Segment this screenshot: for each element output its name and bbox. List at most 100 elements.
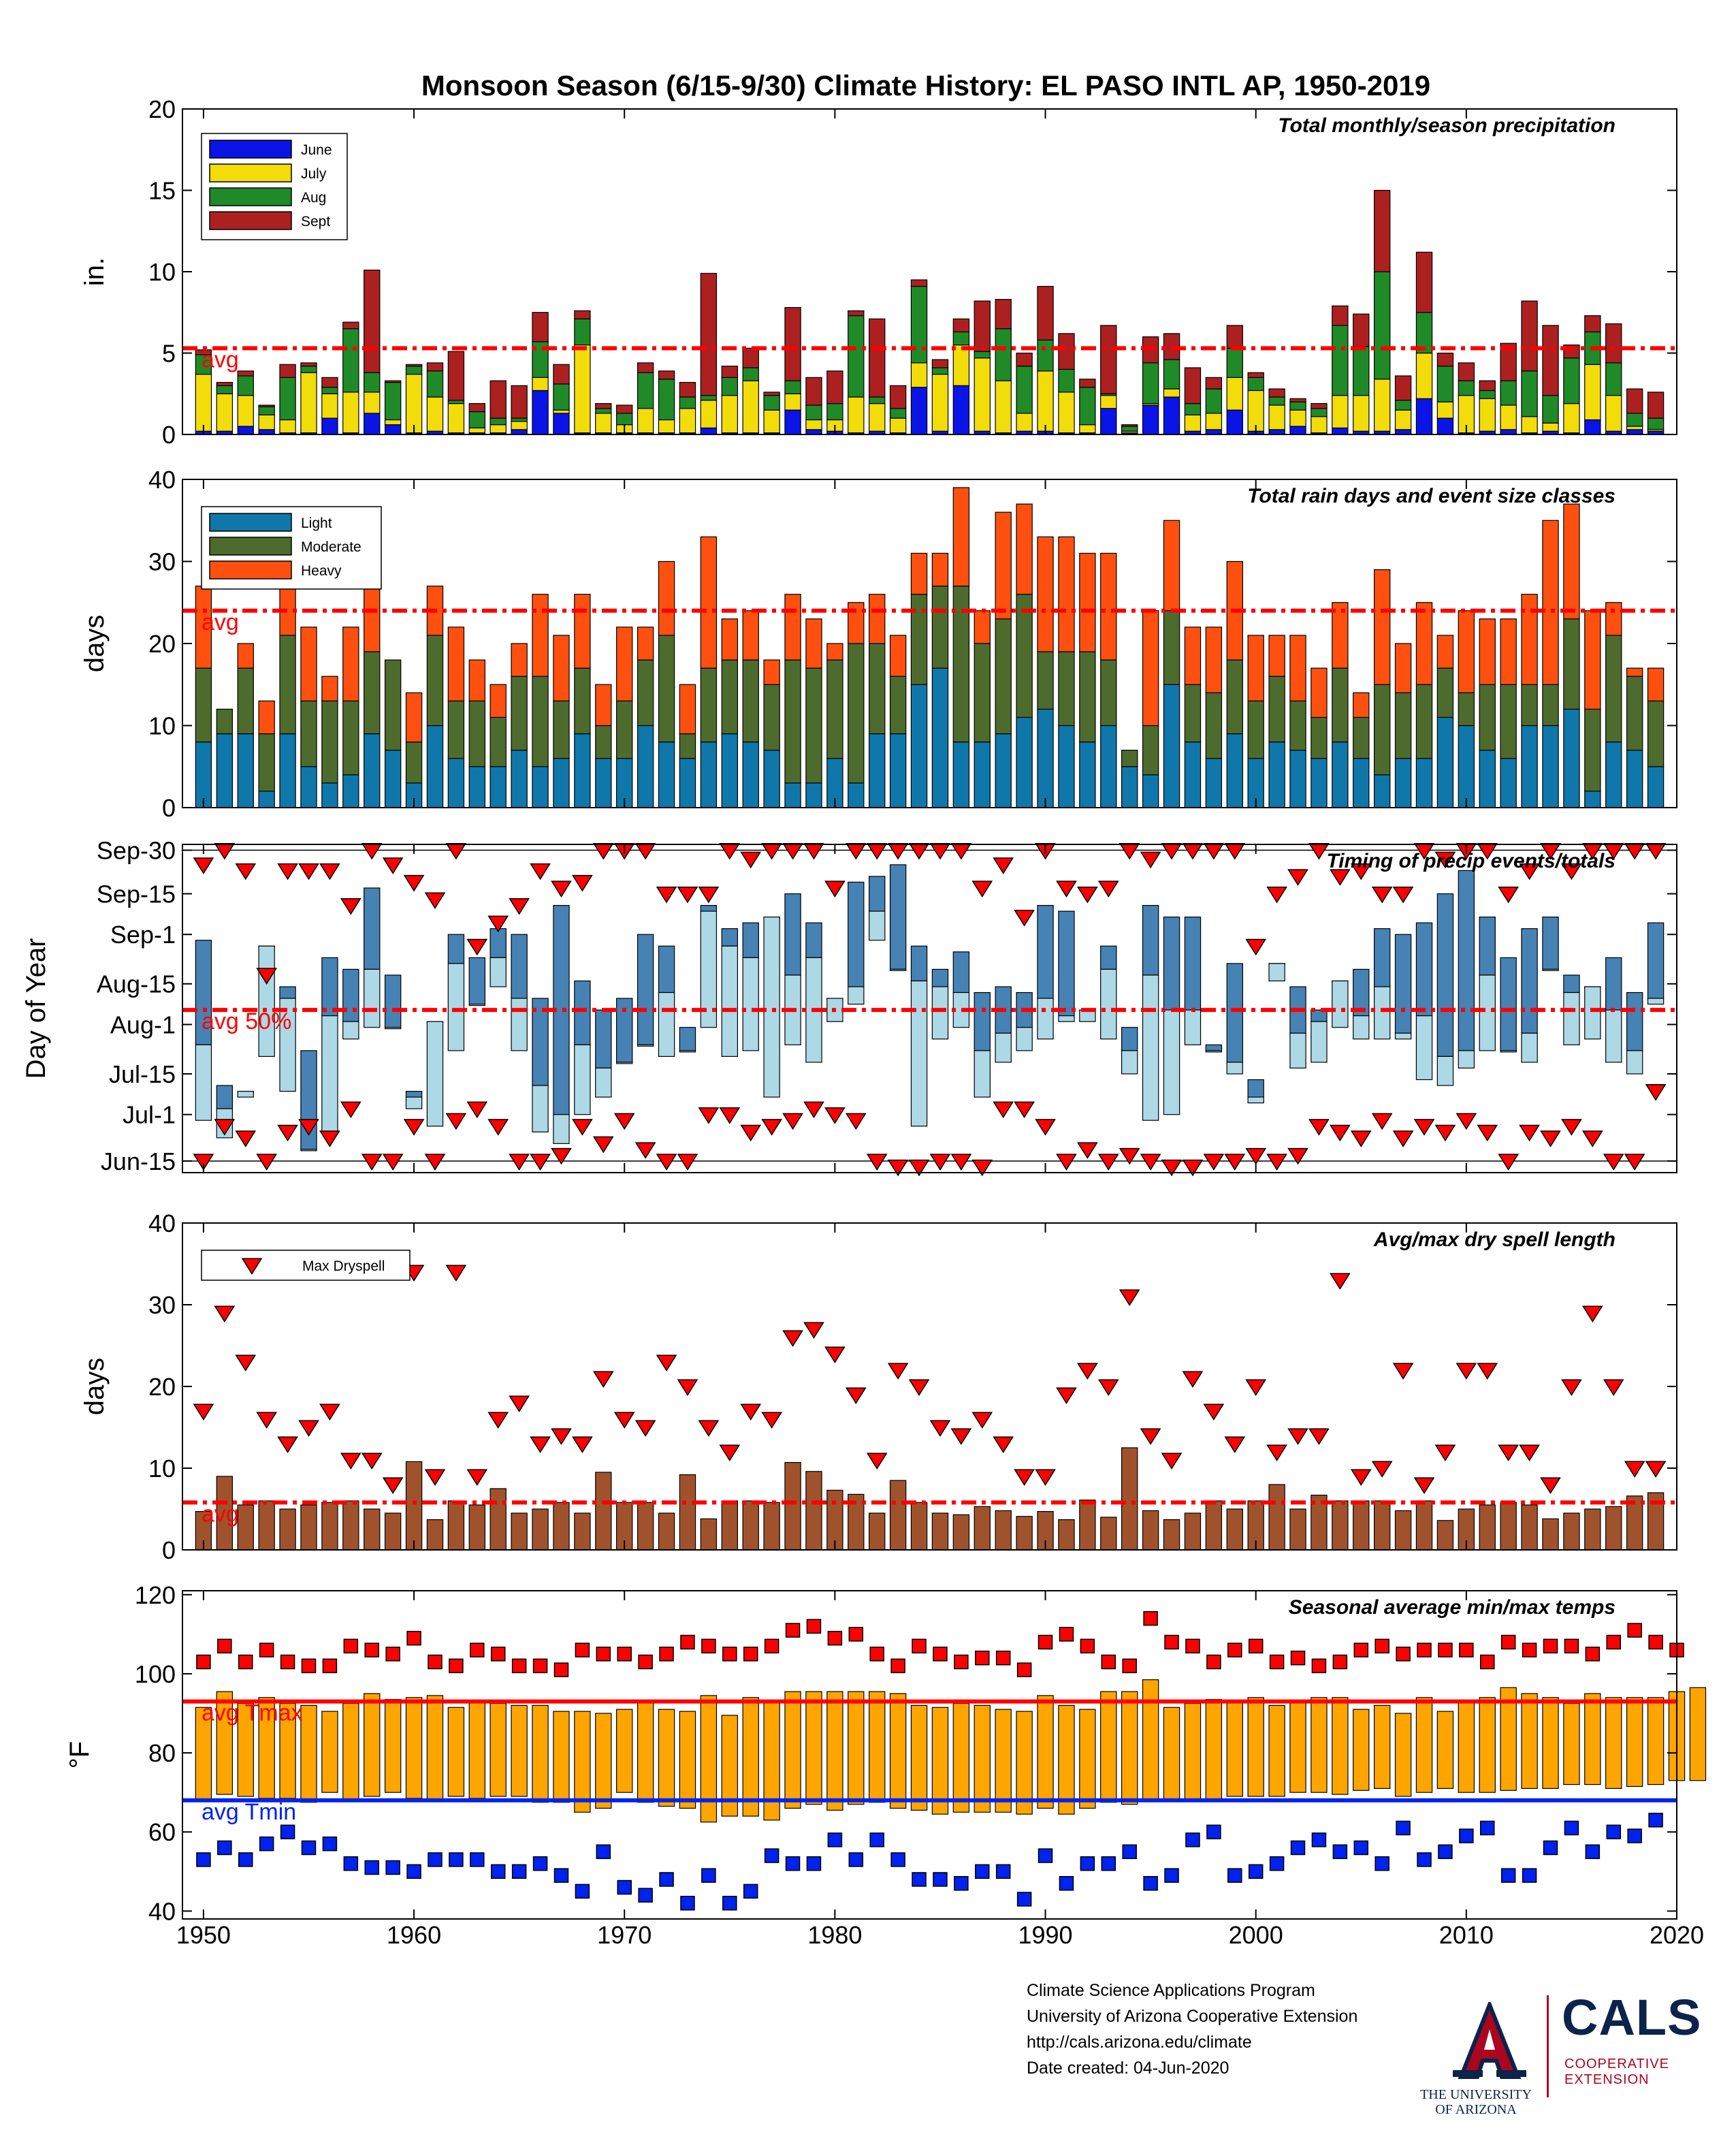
last-event-marker (592, 842, 614, 860)
temp-range-bar (1394, 1713, 1412, 1797)
max-dry-spell-marker (319, 1403, 340, 1421)
bar-moderate (1247, 700, 1264, 759)
extreme-tmin-marker (1648, 1813, 1663, 1828)
temp-range-bar (364, 1693, 381, 1797)
y-tick-label: 10 (148, 258, 176, 286)
y-tick-label: Sep-1 (110, 921, 176, 949)
bar-moderate (1605, 635, 1622, 743)
extreme-tmin-marker (1206, 1824, 1221, 1839)
bar-sept (1289, 398, 1306, 402)
bar-aug (342, 328, 359, 393)
timing-bar-lower (763, 917, 780, 1098)
bar-aug (468, 411, 486, 429)
footer-url[interactable]: http://cals.arizona.edu/climate (1027, 2033, 1252, 2052)
bar-heavy (805, 618, 822, 669)
timing-bar-lower (700, 910, 718, 1028)
bar-june (1163, 396, 1180, 435)
y-tick-label: 5 (162, 340, 176, 368)
y-tick-label: Jul-1 (123, 1101, 176, 1129)
timing-bar-lower (447, 963, 465, 1051)
bar-aug (405, 366, 423, 375)
max-dry-spell-marker (761, 1412, 782, 1429)
timing-bar-upper (1247, 1079, 1264, 1098)
timing-bar-lower (637, 1044, 654, 1047)
timing-bar-upper (1226, 963, 1243, 1063)
bar-light (595, 758, 612, 808)
extreme-tmax-marker (1059, 1627, 1074, 1642)
timing-bar-lower (1100, 968, 1117, 1040)
last-event-marker (1561, 863, 1582, 880)
bar-sept (1100, 325, 1117, 394)
bar-july (637, 408, 654, 434)
bar-moderate (258, 733, 275, 792)
max-dry-spell-marker (1540, 1477, 1561, 1495)
bar-sept (384, 380, 402, 383)
timing-bar-upper (1605, 957, 1622, 1011)
bar-moderate (1332, 667, 1349, 743)
bar-sept (910, 279, 928, 287)
bar-sept (216, 381, 234, 386)
avg-dry-spell-bar (763, 1502, 780, 1551)
temp-range-bar (426, 1695, 444, 1801)
temp-range-bar (342, 1702, 359, 1801)
bar-sept (742, 347, 759, 368)
bar-july (511, 421, 528, 430)
timing-bar-upper (700, 904, 718, 912)
bar-june (1500, 429, 1517, 435)
avg-dry-spell-bar (1100, 1517, 1117, 1551)
first-event-marker (1434, 1124, 1456, 1142)
bar-moderate (931, 586, 949, 669)
max-dry-spell-marker (1350, 1469, 1372, 1487)
temp-range-bar (468, 1701, 486, 1799)
first-event-marker (1645, 1084, 1667, 1101)
extreme-tmin-marker (1059, 1875, 1074, 1891)
bar-heavy (679, 684, 696, 735)
bar-sept (1268, 388, 1285, 398)
bar-moderate (489, 716, 507, 767)
max-dry-spell-marker (634, 1420, 656, 1438)
bar-june (784, 409, 801, 435)
bar-moderate (784, 659, 801, 784)
max-dry-spell-marker (719, 1444, 741, 1462)
extreme-tmin-marker (280, 1824, 295, 1839)
last-event-marker (698, 886, 720, 904)
extreme-tmin-marker (1606, 1824, 1622, 1839)
extreme-tmin-marker (322, 1836, 338, 1852)
bar-light (1058, 725, 1075, 808)
timing-bar-lower (1394, 1032, 1412, 1040)
legend-entry: Sept (301, 214, 330, 229)
avg-dry-spell-bar (1205, 1500, 1223, 1551)
bar-light (910, 684, 928, 808)
first-event-marker (1413, 1119, 1435, 1136)
extreme-tmin-marker (1522, 1868, 1537, 1883)
y-axis-label: days (80, 615, 110, 673)
timing-bar-upper (468, 957, 486, 1005)
bar-july (1058, 392, 1075, 434)
first-event-marker (530, 1154, 551, 1171)
extreme-tmax-marker (659, 1647, 674, 1662)
avg-dry-spell-bar (1058, 1519, 1075, 1551)
bar-heavy (1079, 552, 1096, 652)
timing-bar-upper (1142, 904, 1159, 976)
max-dry-spell-marker (1035, 1469, 1056, 1487)
bar-moderate (1563, 618, 1580, 710)
avg-dry-spell-bar (1016, 1516, 1033, 1551)
bar-moderate (1415, 684, 1433, 759)
bar-aug (848, 315, 865, 398)
extreme-tmax-marker (722, 1647, 737, 1662)
bar-aug (1058, 368, 1075, 393)
temp-range-bar (1311, 1697, 1328, 1793)
extreme-tmax-marker (912, 1638, 927, 1654)
timing-bar-lower (195, 1044, 212, 1121)
extreme-tmin-marker (1269, 1856, 1285, 1871)
timing-bar-upper (1205, 1044, 1223, 1051)
first-event-marker (740, 1124, 762, 1142)
first-event-marker (256, 1154, 278, 1171)
bar-heavy (637, 626, 654, 661)
first-event-marker (1035, 1119, 1056, 1136)
extreme-tmin-marker (1375, 1856, 1389, 1871)
legend-box (201, 1250, 411, 1281)
first-event-marker (677, 1154, 698, 1171)
timing-bar-lower (384, 1027, 402, 1030)
timing-bar-lower (321, 1015, 338, 1132)
